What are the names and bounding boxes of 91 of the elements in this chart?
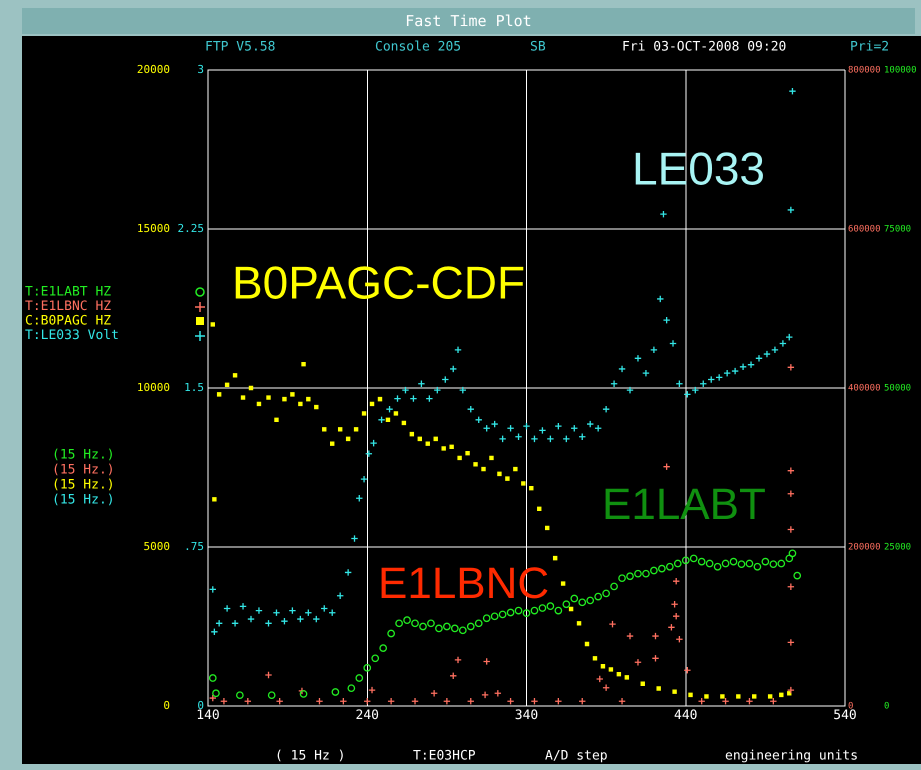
text: (15 Hz.) xyxy=(52,447,115,462)
y-tick-label: 1.5 xyxy=(184,380,204,394)
text: C:B0PAGC HZ xyxy=(25,313,112,328)
chart-title: Fast Time Plot xyxy=(22,8,915,34)
point xyxy=(670,600,678,608)
point xyxy=(608,620,616,628)
text: Console 205 xyxy=(375,39,462,54)
text: T:LE033 Volt xyxy=(25,328,119,343)
point xyxy=(626,632,634,640)
text: SB xyxy=(530,39,546,54)
point xyxy=(676,635,684,644)
text: (15 Hz.) xyxy=(52,477,115,492)
point xyxy=(363,697,372,706)
y2-tick-label: 800000 xyxy=(848,65,881,76)
point xyxy=(683,666,692,674)
y3-tick-label: 5000 xyxy=(144,540,170,553)
point xyxy=(787,466,795,475)
y3-tick-label: 15000 xyxy=(136,222,170,235)
y2-tick-label: 600000 xyxy=(848,224,881,234)
x-tick-label: 140 xyxy=(196,708,220,724)
point xyxy=(787,363,795,372)
point xyxy=(787,490,795,498)
x-tick-label: 340 xyxy=(514,708,538,724)
y3-tick-label: 0 xyxy=(163,698,170,712)
point xyxy=(787,686,795,694)
point xyxy=(668,623,676,632)
y3-tick-label: 10000 xyxy=(136,380,170,394)
text: Pri=2 xyxy=(850,39,890,54)
y-tick-label: 0 xyxy=(884,701,890,712)
point xyxy=(662,462,670,471)
point xyxy=(411,697,419,706)
y3-tick-label: 20000 xyxy=(136,62,170,76)
point xyxy=(482,658,491,666)
x-tick-label: 240 xyxy=(356,708,379,724)
text: engineering units xyxy=(725,748,858,764)
point xyxy=(494,689,502,698)
y-tick-label: .75 xyxy=(184,540,204,553)
point xyxy=(220,697,228,706)
text: T:E03HCP xyxy=(413,748,476,764)
y-tick-label: 25000 xyxy=(884,542,912,552)
point xyxy=(769,697,778,706)
y-tick-label: 3 xyxy=(197,62,204,76)
text: Fri 03-OCT-2008 09:20 xyxy=(622,39,786,54)
y-tick-label: 75000 xyxy=(884,224,912,234)
text: ( 15 Hz ) xyxy=(275,748,346,764)
point xyxy=(787,526,795,534)
point xyxy=(387,697,395,706)
point xyxy=(276,697,284,706)
text: FTP V5.58 xyxy=(205,39,276,54)
y2-tick-label: 400000 xyxy=(848,383,881,394)
point xyxy=(368,686,376,694)
point xyxy=(443,697,451,706)
x-tick-label: 440 xyxy=(674,708,698,724)
point xyxy=(506,697,514,706)
point xyxy=(298,687,306,695)
point xyxy=(602,684,610,692)
point xyxy=(787,638,795,646)
point xyxy=(454,656,462,664)
point xyxy=(316,697,324,706)
text: (15 Hz.) xyxy=(52,462,115,478)
point xyxy=(787,582,795,591)
text: T:E1LBNC HZ xyxy=(25,298,112,314)
point xyxy=(652,632,660,640)
x-tick-label: 540 xyxy=(833,708,857,724)
y-tick-label: 2.25 xyxy=(178,222,204,235)
point xyxy=(578,697,586,706)
point xyxy=(672,577,680,586)
point xyxy=(466,697,475,706)
point xyxy=(652,654,660,662)
point xyxy=(746,697,754,706)
point xyxy=(722,697,730,706)
point xyxy=(672,612,680,620)
point xyxy=(264,671,272,679)
y-tick-label: 50000 xyxy=(884,383,912,394)
y2-tick-label: 200000 xyxy=(848,542,881,552)
text: T:E1LABT HZ xyxy=(25,284,112,300)
point xyxy=(530,697,538,706)
point xyxy=(618,697,626,706)
point xyxy=(634,658,642,666)
y-tick-label: 100000 xyxy=(884,65,917,76)
point xyxy=(554,697,562,706)
point xyxy=(481,691,489,699)
point xyxy=(449,672,458,680)
point xyxy=(340,697,348,706)
point xyxy=(596,675,604,683)
point xyxy=(244,697,252,706)
point xyxy=(208,694,217,702)
text: (15 Hz.) xyxy=(52,492,115,508)
point xyxy=(698,697,706,706)
text: A/D step xyxy=(545,748,608,764)
point xyxy=(430,689,438,698)
